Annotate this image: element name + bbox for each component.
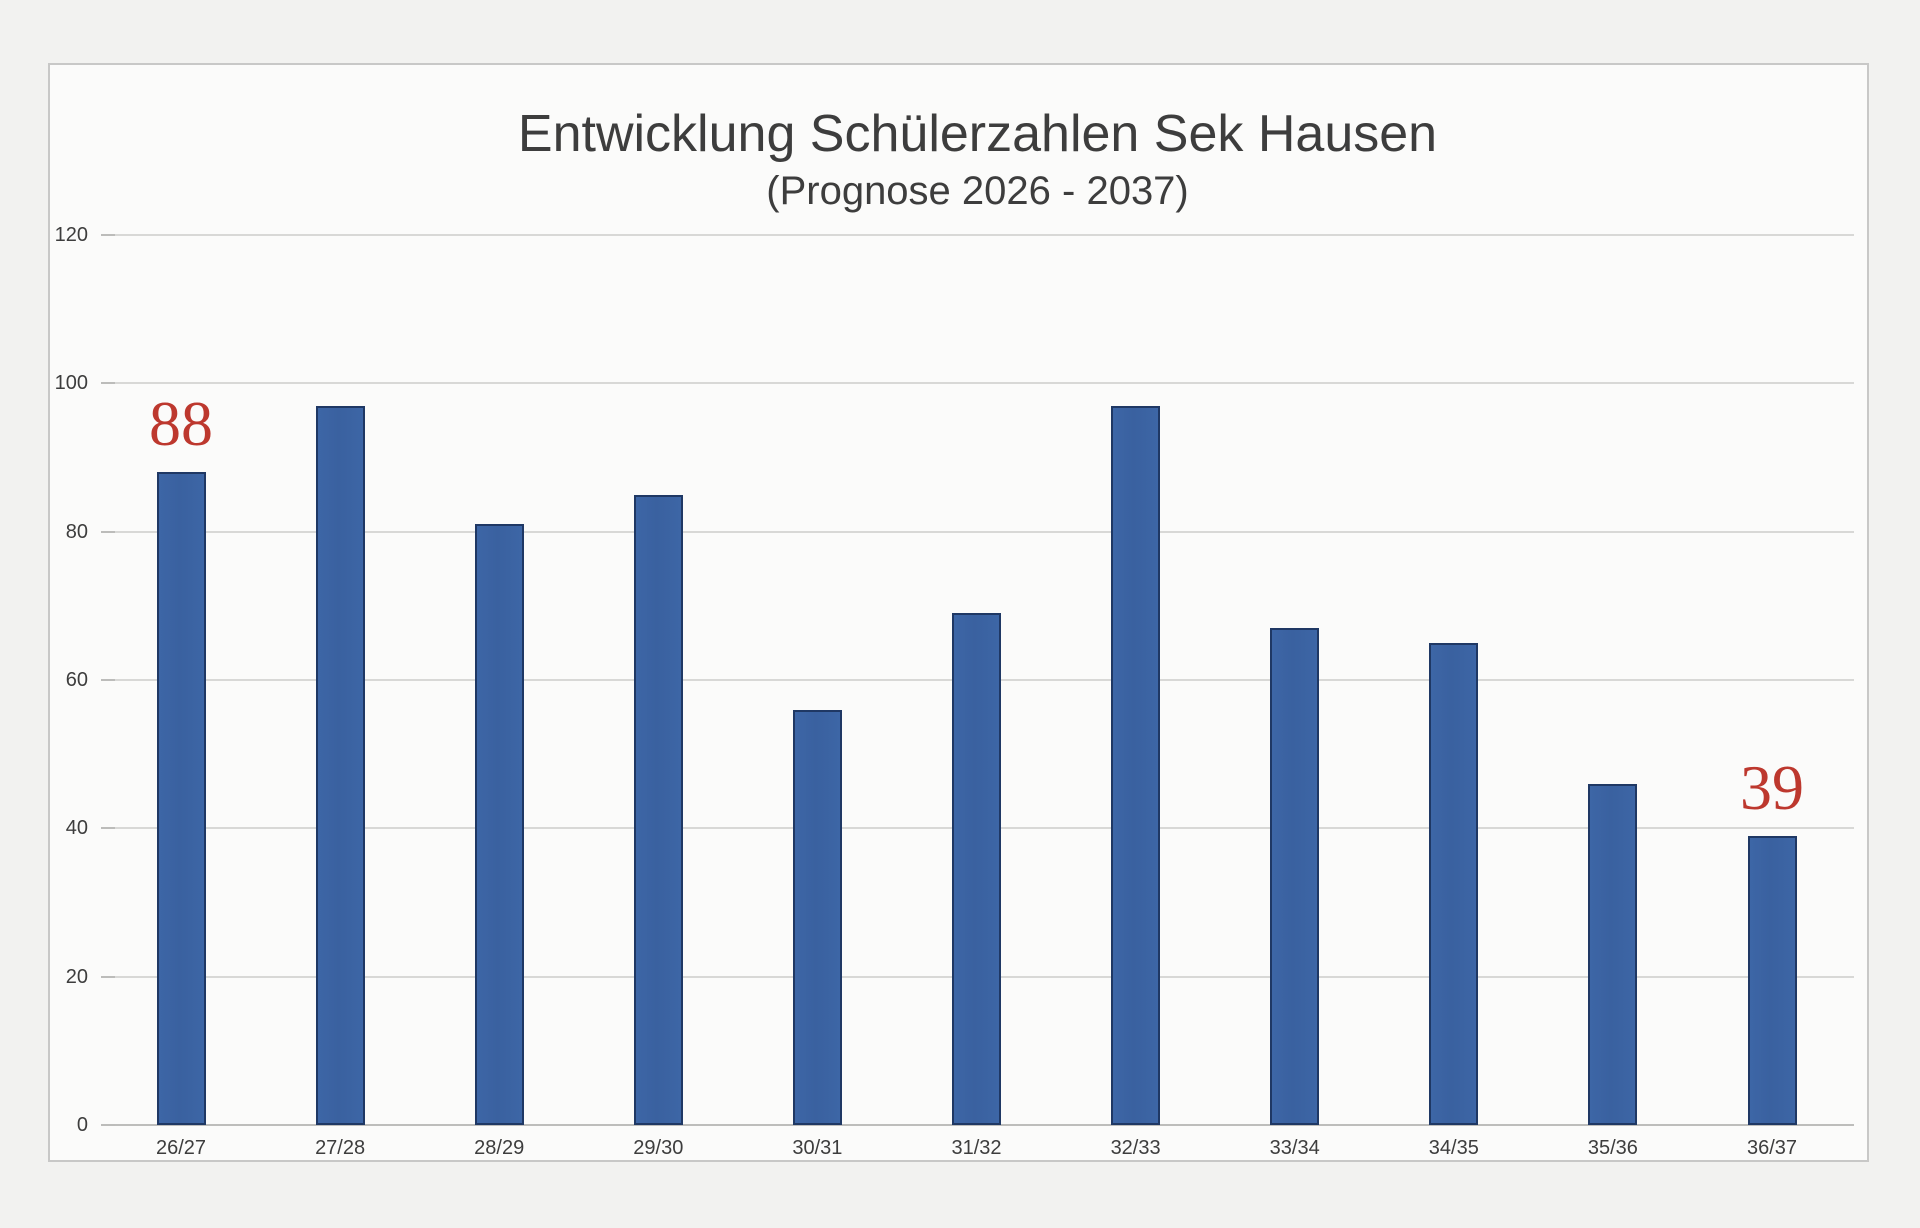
y-tick-label: 120 — [54, 224, 88, 246]
bar-36-37 — [1747, 835, 1797, 1125]
y-tick-label: 100 — [54, 372, 88, 395]
gridline — [101, 234, 1854, 236]
bar-26-27 — [156, 472, 206, 1125]
bar-27-28 — [315, 405, 365, 1125]
x-tick-label: 34/35 — [1428, 1137, 1479, 1159]
x-tick-label: 26/27 — [155, 1137, 207, 1159]
y-axis-tick — [101, 975, 115, 978]
x-tick-label: 36/37 — [1746, 1137, 1798, 1159]
y-axis-tick — [101, 234, 115, 236]
y-tick-label: 80 — [65, 520, 88, 543]
bar-34-35 — [1429, 642, 1479, 1125]
bar-value-label: 39 — [1740, 751, 1804, 823]
y-tick-label: 60 — [65, 669, 88, 691]
bar-value-label: 88 — [149, 388, 213, 460]
gridline — [101, 530, 1854, 533]
bar-33-34 — [1270, 628, 1320, 1125]
bar-28-29 — [474, 524, 524, 1125]
x-tick-label: 33/34 — [1269, 1137, 1320, 1159]
chart-title: Entwicklung Schülerzahlen Sek Hausen — [517, 105, 1438, 163]
x-tick-label: 32/33 — [1110, 1137, 1161, 1159]
x-tick-label: 31/32 — [951, 1137, 1002, 1159]
y-tick-label: 40 — [65, 817, 88, 840]
x-axis-line — [101, 1124, 1854, 1126]
x-tick-label: 29/30 — [633, 1137, 684, 1159]
bar-32-33 — [1111, 405, 1161, 1125]
x-tick-label: 30/31 — [792, 1137, 843, 1159]
chart-subtitle: (Prognose 2026 - 2037) — [766, 169, 1189, 213]
bar-29-30 — [633, 494, 683, 1125]
y-axis-tick — [101, 827, 115, 830]
gridline — [101, 382, 1854, 385]
bar-35-36 — [1588, 783, 1638, 1125]
y-tick-label: 20 — [65, 965, 88, 988]
bar-30-31 — [792, 709, 842, 1125]
x-tick-label: 35/36 — [1587, 1137, 1638, 1159]
y-axis-tick — [101, 382, 115, 385]
y-axis-tick — [101, 530, 115, 533]
y-axis-tick — [101, 1124, 115, 1126]
bar-31-32 — [952, 613, 1001, 1125]
y-axis-tick — [101, 679, 115, 681]
x-tick-label: 27/28 — [315, 1137, 366, 1159]
x-tick-label: 28/29 — [474, 1137, 525, 1159]
chart-panel: Entwicklung Schülerzahlen Sek Hausen (Pr… — [48, 63, 1869, 1162]
y-tick-label: 0 — [76, 1114, 88, 1136]
